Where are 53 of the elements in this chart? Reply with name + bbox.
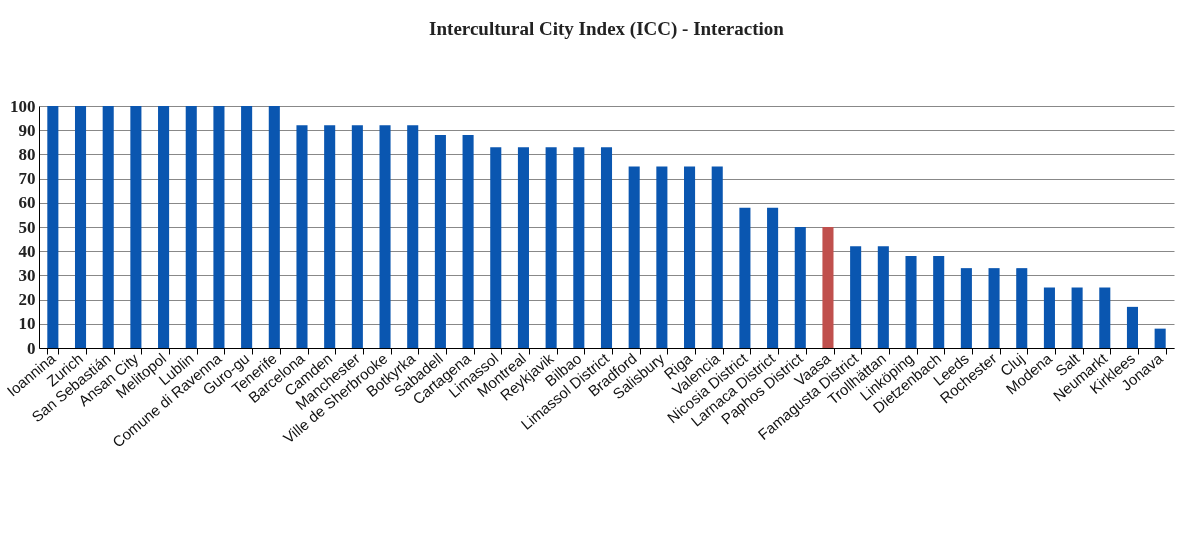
bar xyxy=(434,135,446,348)
y-tick-label: 30 xyxy=(18,265,36,285)
bar xyxy=(960,268,972,348)
bar xyxy=(767,207,779,348)
bar xyxy=(1071,287,1083,348)
chart-title: Intercultural City Index (ICC) - Interaction xyxy=(429,18,785,40)
bar xyxy=(130,106,142,348)
y-tick-label: 100 xyxy=(10,96,36,116)
y-tick-label: 90 xyxy=(18,120,36,140)
bar xyxy=(711,166,723,348)
bar xyxy=(877,246,889,348)
bar xyxy=(47,106,59,348)
bar xyxy=(822,227,834,348)
bar xyxy=(905,256,917,348)
y-tick-label: 70 xyxy=(18,169,36,189)
y-tick-label: 10 xyxy=(18,314,36,334)
bar xyxy=(794,227,806,348)
bar xyxy=(850,246,862,348)
bar xyxy=(1016,268,1028,348)
bar xyxy=(600,147,613,348)
bar xyxy=(296,125,308,348)
y-tick-label: 20 xyxy=(18,290,36,310)
bar xyxy=(158,106,170,348)
y-tick-label: 80 xyxy=(18,144,36,164)
bar xyxy=(241,106,253,348)
bar xyxy=(1099,287,1111,348)
bar xyxy=(185,106,197,348)
bar xyxy=(74,106,87,348)
bar xyxy=(351,125,363,348)
bar xyxy=(462,135,474,348)
bar xyxy=(573,147,585,348)
bar xyxy=(379,125,391,348)
bar xyxy=(517,147,529,348)
bar xyxy=(545,147,557,348)
bar xyxy=(324,125,336,348)
y-tick-label: 60 xyxy=(18,193,36,213)
bar xyxy=(407,125,419,348)
bar xyxy=(213,106,225,348)
y-tick-label: 0 xyxy=(27,338,36,358)
bar xyxy=(1154,328,1166,348)
bar xyxy=(933,256,945,348)
bar xyxy=(490,147,502,348)
y-tick-label: 40 xyxy=(18,241,36,261)
bar xyxy=(1043,287,1055,348)
y-tick-label: 50 xyxy=(18,217,36,237)
bar xyxy=(102,106,114,348)
bar xyxy=(988,268,1000,348)
bar xyxy=(684,166,696,348)
bar xyxy=(1126,306,1139,348)
bar xyxy=(268,106,280,348)
bar xyxy=(656,166,668,348)
bar xyxy=(739,207,751,348)
bar xyxy=(628,166,640,348)
